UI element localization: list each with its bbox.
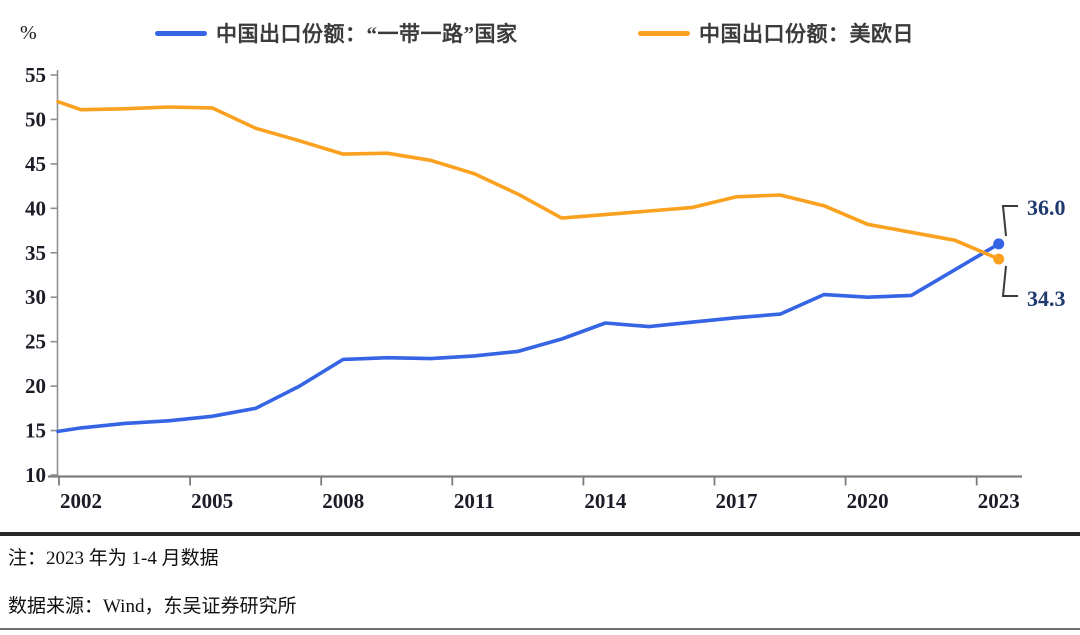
series-line-1 (56, 99, 1001, 261)
y-tick-label: 10 (25, 463, 46, 487)
y-axis-unit-label: % (20, 22, 37, 44)
y-tick-label: 50 (25, 107, 46, 131)
y-tick-label: 20 (25, 374, 46, 398)
x-tick-label: 2023 (978, 489, 1020, 513)
y-tick-label: 25 (25, 330, 46, 354)
end-dot-0 (993, 238, 1005, 250)
line-chart-plot-area: 55 50 45 40 35 30 25 20 15 10 2002 2005 2008 2011 2014… (25, 63, 1066, 513)
callout-connector-bottom (1001, 265, 1018, 297)
y-tick-label: 15 (25, 419, 46, 443)
divider-thick (0, 532, 1080, 536)
blue-line-swatch-icon (155, 30, 207, 36)
y-tick-label: 55 (25, 63, 46, 87)
legend-label-belt-and-road: 中国出口份额：“一带一路”国家 (216, 22, 518, 46)
y-tick-label: 35 (25, 241, 46, 265)
x-tick-label: 2020 (847, 489, 889, 513)
data-source: 数据来源：Wind，东吴证券研究所 (8, 596, 297, 617)
x-tick-label: 2011 (454, 489, 495, 513)
x-tick-label: 2002 (60, 489, 102, 513)
end-value-label-0: 36.0 (1027, 195, 1066, 220)
legend-item-belt-and-road: 中国出口份额：“一带一路”国家 (155, 17, 518, 49)
x-tick-label: 2014 (584, 489, 627, 513)
y-tick-label: 45 (25, 152, 46, 176)
legend-item-us-eu-japan: 中国出口份额：美欧日 (638, 17, 914, 49)
x-tick-label: 2017 (716, 489, 758, 513)
footnote: 注：2023 年为 1-4 月数据 (8, 548, 219, 569)
series-line-0 (56, 242, 1001, 434)
divider-thin (0, 628, 1080, 630)
y-tick-label: 30 (25, 285, 46, 309)
callout-connector-top (1001, 205, 1018, 237)
end-value-label-1: 34.3 (1027, 286, 1066, 311)
legend-label-us-eu-japan: 中国出口份额：美欧日 (699, 22, 914, 46)
x-tick-label: 2005 (191, 489, 233, 513)
legend: 中国出口份额：“一带一路”国家 中国出口份额：美欧日 (0, 17, 1080, 49)
orange-line-swatch-icon (638, 30, 690, 36)
y-tick-label: 40 (25, 196, 46, 220)
end-dot-1 (993, 253, 1005, 265)
x-tick-label: 2008 (322, 489, 364, 513)
